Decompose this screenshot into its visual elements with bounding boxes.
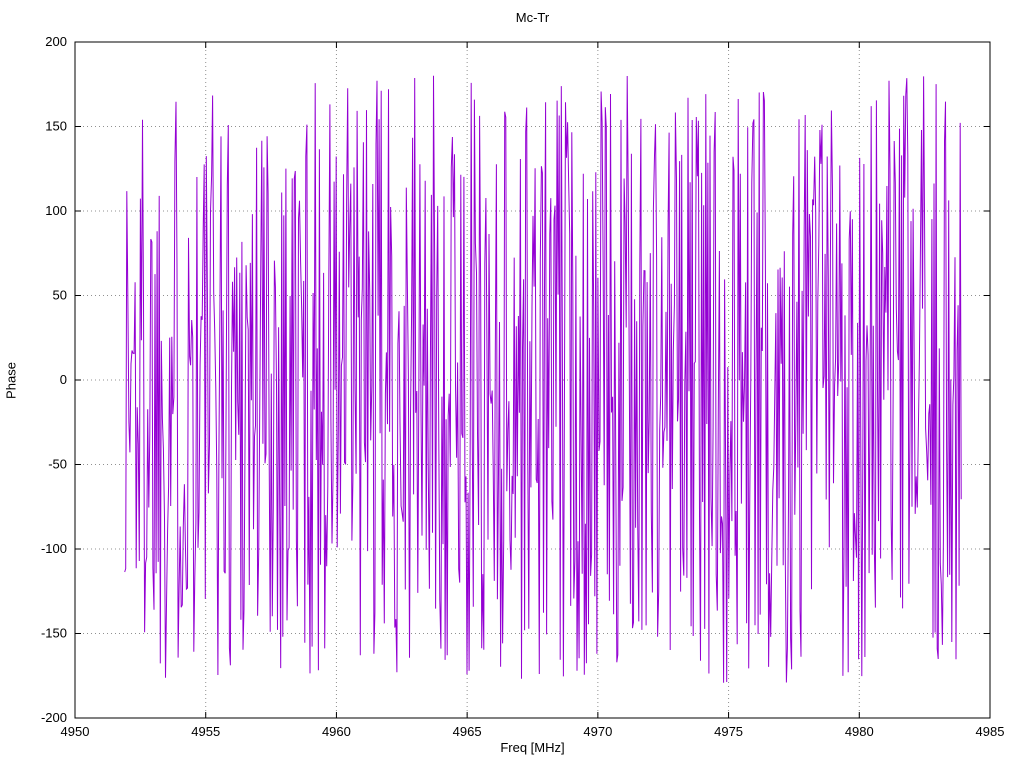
x-tick-label: 4950 — [61, 724, 90, 739]
chart-title: Mc-Tr — [515, 10, 550, 25]
x-tick-label: 4975 — [714, 724, 743, 739]
x-tick-label: 4985 — [976, 724, 1005, 739]
y-tick-label: -50 — [48, 457, 67, 472]
y-tick-label: -100 — [41, 541, 67, 556]
x-tick-label: 4955 — [191, 724, 220, 739]
x-axis-label: Freq [MHz] — [500, 740, 565, 755]
x-tick-label: 4960 — [322, 724, 351, 739]
y-tick-label: -150 — [41, 626, 67, 641]
x-tick-label: 4980 — [845, 724, 874, 739]
y-tick-label: 0 — [60, 372, 67, 387]
y-tick-label: 150 — [45, 119, 67, 134]
y-tick-label: 100 — [45, 203, 67, 218]
y-tick-label: -200 — [41, 710, 67, 725]
x-tick-label: 4965 — [453, 724, 482, 739]
y-tick-label: 200 — [45, 34, 67, 49]
y-tick-label: 50 — [53, 288, 67, 303]
series-phase — [124, 75, 962, 683]
x-tick-label: 4970 — [583, 724, 612, 739]
